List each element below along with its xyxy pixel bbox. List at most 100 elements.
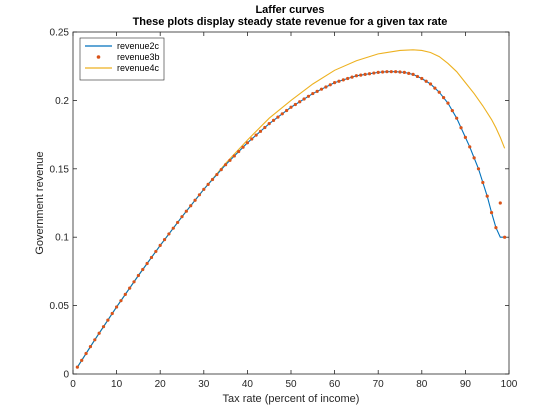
data-point-revenue3b: [154, 249, 158, 254]
y-tick-label: 0.25: [50, 28, 70, 39]
data-point-revenue3b: [224, 163, 228, 167]
data-point-revenue3b: [468, 145, 472, 149]
data-point-revenue3b: [171, 226, 175, 230]
data-point-revenue3b: [193, 198, 197, 202]
data-point-revenue3b: [446, 101, 450, 105]
data-point-revenue3b: [319, 87, 324, 91]
x-tick-label: 40: [242, 379, 254, 390]
axis-ticks: 0 10 20 30 40 50 60 70 80 90 100 0 0.05 0.1 0.15 0.2 0.2…: [50, 28, 518, 391]
data-point-revenue3b: [293, 102, 297, 107]
data-point-revenue3b: [245, 141, 249, 145]
data-point-revenue3b: [481, 180, 485, 185]
data-point-revenue3b: [346, 76, 350, 81]
data-point-revenue3b: [372, 71, 376, 75]
data-point-revenue3b: [232, 154, 236, 158]
data-point-revenue3b: [428, 82, 433, 86]
data-point-revenue3b: [237, 149, 241, 154]
data-point-revenue3b: [380, 70, 385, 74]
data-point-revenue3b: [84, 351, 88, 356]
data-point-revenue3b: [407, 71, 411, 75]
data-point-revenue3b: [119, 299, 123, 303]
y-tick-label: 0.05: [50, 301, 70, 312]
data-point-revenue3b: [132, 280, 136, 284]
data-point-revenue3b: [494, 226, 498, 230]
x-tick-label: 80: [416, 379, 428, 390]
data-point-revenue3b: [367, 72, 372, 76]
chart-title: Laffer curves: [255, 4, 324, 16]
data-point-revenue3b: [324, 85, 328, 89]
data-point-revenue3b: [88, 345, 93, 349]
data-point-revenue3b: [271, 118, 276, 122]
data-point-revenue3b: [311, 91, 315, 96]
data-point-revenue3b: [333, 81, 337, 85]
data-point-revenue3b: [110, 311, 114, 316]
x-tick-label: 100: [501, 379, 518, 390]
y-axis-label: Government revenue: [34, 151, 46, 254]
x-tick-label: 60: [329, 379, 341, 390]
data-point-revenue3b: [485, 194, 489, 198]
data-point-revenue3b: [206, 182, 210, 186]
data-point-revenue3b: [394, 70, 398, 74]
data-point-revenue3b: [250, 137, 254, 141]
data-point-revenue3b: [306, 94, 311, 98]
data-point-revenue3b: [136, 273, 140, 278]
data-point-revenue3b: [258, 129, 263, 133]
x-tick-label: 20: [155, 379, 167, 390]
data-point-revenue3b: [433, 86, 437, 90]
data-point-revenue3b: [315, 89, 319, 93]
x-axis-label: Tax rate (percent of income): [223, 393, 360, 405]
data-point-revenue3b: [276, 115, 280, 119]
chart-subtitle: These plots display steady state revenue…: [133, 16, 448, 28]
data-point-revenue3b: [398, 70, 402, 74]
data-point-revenue3b: [93, 338, 97, 342]
data-point-revenue3b: [350, 75, 354, 79]
data-point-revenue3b: [402, 70, 406, 74]
data-point-revenue3b: [97, 331, 101, 335]
y-tick-label: 0.1: [55, 233, 69, 244]
data-point-revenue3b: [115, 305, 119, 309]
x-tick-label: 70: [373, 379, 385, 390]
data-point-revenue3b: [202, 187, 206, 191]
y-tick-label: 0: [63, 370, 69, 381]
x-tick-label: 90: [460, 379, 472, 390]
legend-label-revenue4c: revenue4c: [117, 63, 160, 73]
data-point-revenue3b: [210, 177, 215, 182]
data-point-revenue3b: [267, 122, 271, 126]
x-tick-label: 50: [285, 379, 297, 390]
data-point-revenue3b: [472, 156, 476, 160]
data-point-revenue3b: [176, 220, 180, 225]
legend-swatch-revenue3b: [96, 55, 101, 59]
data-point-revenue3b: [437, 90, 441, 94]
data-point-revenue3b: [415, 74, 420, 79]
data-point-revenue3b: [302, 97, 306, 101]
data-point-revenue3b: [354, 74, 358, 78]
data-point-revenue3b: [459, 126, 463, 130]
data-point-revenue3b: [141, 267, 145, 272]
data-point-revenue3b: [80, 358, 84, 362]
data-point-revenue3b: [298, 100, 302, 104]
data-point-revenue3b: [162, 238, 167, 242]
data-point-revenue3b: [455, 116, 459, 120]
data-point-revenue3b: [149, 255, 154, 260]
data-point-revenue3b: [180, 215, 184, 219]
data-point-revenue3b: [228, 158, 232, 162]
data-point-revenue3b: [489, 210, 494, 215]
data-point-revenue3b: [167, 232, 171, 236]
x-tick-label: 30: [198, 379, 210, 390]
data-point-revenue3b: [254, 133, 258, 137]
legend-label-revenue2c: revenue2c: [117, 41, 160, 51]
x-tick-label: 0: [70, 379, 76, 390]
x-tick-label: 10: [111, 379, 123, 390]
legend-label-revenue3b: revenue3b: [117, 52, 160, 62]
data-point-revenue3b: [359, 73, 363, 77]
data-point-revenue3b: [189, 204, 193, 208]
data-point-revenue3b: [280, 112, 284, 116]
data-point-revenue3b: [145, 261, 149, 266]
data-point-revenue3b: [385, 70, 389, 74]
data-point-revenue3b: [389, 70, 393, 74]
data-point-revenue3b: [442, 96, 446, 100]
plot-area: 0 10 20 30 40 50 60 70 80 90 100 0 0.05 0.1 0.15 0.2 0.2…: [50, 28, 518, 391]
data-point-revenue3b: [101, 325, 106, 329]
